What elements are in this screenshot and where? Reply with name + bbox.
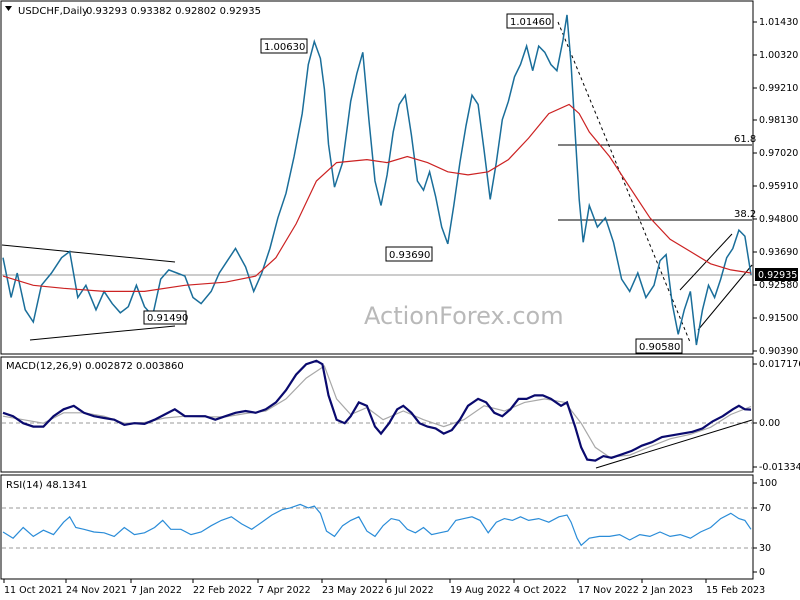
- fib-61-8-label: 61.8: [734, 134, 756, 145]
- current-price-badge: 0.92935: [755, 268, 798, 281]
- x-tick-2: 7 Jan 2022: [130, 579, 182, 596]
- svg-text:100: 100: [759, 478, 777, 489]
- x-tick-5: 23 May 2022: [321, 579, 384, 596]
- rsi-tick-30: 30: [753, 543, 771, 554]
- svg-text:70: 70: [759, 503, 771, 514]
- chart-header-symbol: USDCHF,Daily: [18, 6, 88, 17]
- rsi-tick-70: 70: [753, 503, 771, 514]
- macd-tick-0: 0.017176: [753, 359, 800, 370]
- x-axis: 11 Oct 2021 24 Nov 2021 7 Jan 2022 22 Fe…: [3, 579, 765, 596]
- macd-panel: MACD(12,26,9) 0.002872 0.003860 0.017176…: [2, 359, 800, 473]
- svg-text:0.92580: 0.92580: [759, 280, 798, 291]
- svg-text:0.94800: 0.94800: [759, 214, 798, 225]
- channel-upper-line: [679, 233, 733, 291]
- svg-text:0.90390: 0.90390: [759, 346, 798, 357]
- x-tick-7: 19 Aug 2022: [449, 579, 511, 596]
- svg-text:22 Feb 2022: 22 Feb 2022: [193, 585, 252, 596]
- x-tick-6: 6 Jul 2022: [385, 579, 434, 596]
- price-tick-0: 1.01430: [753, 17, 798, 28]
- chart-header-ohlc: 0.93293 0.93382 0.92802 0.92935: [86, 6, 261, 17]
- svg-text:6 Jul 2022: 6 Jul 2022: [386, 585, 434, 596]
- svg-text:7 Jan 2022: 7 Jan 2022: [131, 585, 182, 596]
- price-label-0.91490: 0.91490: [143, 310, 188, 325]
- price-tick-3: 0.98130: [753, 115, 798, 126]
- watermark: ActionForex.com: [364, 302, 564, 330]
- macd-tick-1: 0.00: [753, 418, 780, 429]
- svg-text:30: 30: [759, 543, 771, 554]
- x-tick-0: 11 Oct 2021: [3, 579, 63, 596]
- lower-triangle-trendline: [29, 325, 176, 341]
- macd-title: MACD(12,26,9) 0.002872 0.003860: [6, 361, 184, 372]
- svg-text:11 Oct 2021: 11 Oct 2021: [4, 585, 63, 596]
- price-tick-2: 0.99210: [753, 83, 798, 94]
- svg-text:7 Apr 2022: 7 Apr 2022: [258, 585, 311, 596]
- svg-text:23 May 2022: 23 May 2022: [322, 585, 384, 596]
- svg-text:0: 0: [759, 567, 765, 578]
- svg-text:-0.01334: -0.01334: [759, 462, 800, 473]
- price-label-0.90580: 0.90580: [635, 338, 683, 354]
- x-tick-4: 7 Apr 2022: [257, 579, 311, 596]
- x-tick-1: 24 Nov 2021: [65, 579, 127, 596]
- price-tick-8: 0.92580: [753, 280, 798, 291]
- svg-text:0.92935: 0.92935: [758, 270, 797, 281]
- x-tick-9: 17 Nov 2022: [577, 579, 639, 596]
- price-label-0.93690: 0.93690: [385, 246, 433, 262]
- svg-text:0.91490: 0.91490: [147, 313, 188, 324]
- svg-text:0.99210: 0.99210: [759, 83, 798, 94]
- svg-text:0.98130: 0.98130: [759, 115, 798, 126]
- svg-text:1.01430: 1.01430: [759, 17, 798, 28]
- svg-text:1.00320: 1.00320: [759, 50, 798, 61]
- rsi-tick-0: 0: [753, 567, 765, 578]
- channel-lower-line: [697, 264, 753, 331]
- svg-text:2 Jan 2023: 2 Jan 2023: [642, 585, 693, 596]
- svg-text:0.95910: 0.95910: [759, 181, 798, 192]
- price-tick-10: 0.90390: [753, 346, 798, 357]
- svg-text:0.93690: 0.93690: [759, 247, 798, 258]
- x-tick-11: 15 Feb 2023: [705, 579, 765, 596]
- dashed-decline-trendline: [557, 21, 691, 343]
- svg-text:1.00630: 1.00630: [264, 42, 305, 53]
- rsi-line: [2, 503, 752, 547]
- price-series: [2, 14, 752, 346]
- rsi-tick-100: 100: [753, 478, 777, 489]
- svg-text:15 Feb 2023: 15 Feb 2023: [706, 585, 765, 596]
- svg-text:0.00: 0.00: [759, 418, 780, 429]
- rsi-panel: RSI(14) 48.1341 100 70 30 0: [2, 478, 777, 578]
- x-tick-8: 4 Oct 2022: [513, 579, 567, 596]
- svg-text:1.01460: 1.01460: [510, 17, 551, 28]
- price-tick-6: 0.94800: [753, 214, 798, 225]
- price-tick-7: 0.93690: [753, 247, 798, 258]
- svg-text:0.93690: 0.93690: [389, 250, 430, 261]
- price-tick-1: 1.00320: [753, 50, 798, 61]
- price-label-1.00630: 1.00630: [260, 38, 308, 54]
- svg-text:24 Nov 2021: 24 Nov 2021: [66, 585, 127, 596]
- svg-text:19 Aug 2022: 19 Aug 2022: [450, 585, 511, 596]
- header-arrow-icon: [5, 6, 12, 11]
- price-y-axis: 1.01430 1.00320 0.99210 0.98130 0.97020 …: [753, 17, 798, 357]
- price-tick-4: 0.97020: [753, 148, 798, 159]
- rsi-title: RSI(14) 48.1341: [6, 480, 87, 491]
- svg-text:17 Nov 2022: 17 Nov 2022: [578, 585, 639, 596]
- fib-38-2-label: 38.2: [734, 209, 756, 220]
- moving-average-line: [2, 103, 752, 292]
- svg-text:0.91500: 0.91500: [759, 313, 798, 324]
- macd-trendline: [595, 419, 753, 469]
- price-tick-9: 0.91500: [753, 313, 798, 324]
- upper-triangle-trendline: [1, 244, 176, 263]
- price-panel: ActionForex.com 61.8 38.2 USDCHF,Daily 0…: [1, 6, 756, 354]
- macd-tick-2: -0.01334: [753, 462, 800, 473]
- price-tick-5: 0.95910: [753, 181, 798, 192]
- svg-text:0.90580: 0.90580: [639, 342, 680, 353]
- macd-main-line: [2, 359, 752, 462]
- chart-frame: [0, 0, 754, 580]
- svg-text:0.017176: 0.017176: [759, 359, 800, 370]
- x-tick-10: 2 Jan 2023: [641, 579, 693, 596]
- price-label-1.01460: 1.01460: [506, 13, 554, 29]
- svg-text:4 Oct 2022: 4 Oct 2022: [514, 585, 567, 596]
- x-tick-3: 22 Feb 2022: [192, 579, 252, 596]
- svg-text:0.97020: 0.97020: [759, 148, 798, 159]
